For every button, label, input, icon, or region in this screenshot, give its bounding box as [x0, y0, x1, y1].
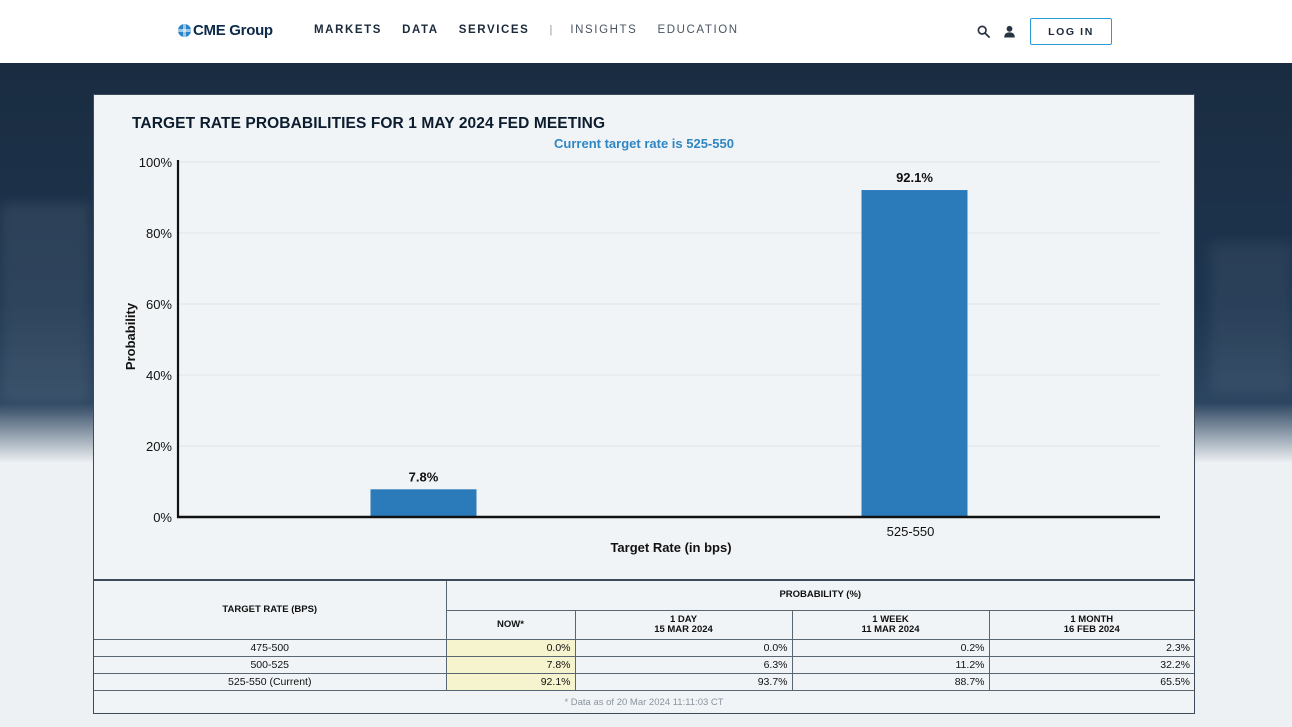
probability-table: TARGET RATE (BPS) PROBABILITY (%) NOW* 1…	[94, 581, 1195, 715]
search-icon[interactable]	[977, 25, 990, 38]
y-tick-label: 0%	[153, 510, 172, 525]
now-cell: 0.0%	[445, 638, 576, 657]
rate-cell: 500-525	[94, 655, 447, 674]
cme-group-logo[interactable]: CME Group	[178, 21, 273, 39]
one-day-cell: 6.3%	[574, 655, 793, 674]
col-1month-date: 16 FEB 2024	[1063, 623, 1120, 635]
col-1week-label: 1 WEEK	[872, 613, 909, 625]
nav-insights[interactable]: INSIGHTS	[570, 24, 638, 36]
one-month-cell: 65.5%	[988, 672, 1195, 691]
one-week-cell: 0.2%	[791, 638, 990, 657]
table-row: 500-525 7.8% 6.3% 11.2% 32.2%	[94, 655, 1195, 674]
probability-table-container: TARGET RATE (BPS) PROBABILITY (%) NOW* 1…	[94, 579, 1195, 715]
hero-blur-shape	[0, 203, 90, 403]
bar-500-525[interactable]	[370, 489, 477, 517]
y-tick-label: 20%	[146, 439, 172, 454]
x-axis-label: Target Rate (in bps)	[610, 540, 731, 555]
now-cell: 92.1%	[445, 672, 576, 691]
top-navigation-bar: CME Group MARKETS DATA SERVICES | INSIGH…	[0, 0, 1292, 63]
table-row: 475-500 0.0% 0.0% 0.2% 2.3%	[94, 638, 1195, 657]
y-axis-label: Probability	[123, 302, 138, 370]
one-week-cell: 11.2%	[791, 655, 990, 674]
chart-title: TARGET RATE PROBABILITIES FOR 1 MAY 2024…	[132, 115, 606, 132]
hero-blur-shape	[1210, 243, 1292, 393]
bar-525-550[interactable]	[861, 190, 968, 518]
globe-icon	[178, 23, 191, 37]
y-tick-label: 40%	[146, 368, 172, 383]
one-day-cell: 0.0%	[574, 638, 793, 657]
col-now-header: NOW*	[446, 609, 576, 640]
col-1month-label: 1 MONTH	[1070, 613, 1114, 625]
probability-header: PROBABILITY (%)	[445, 581, 1195, 611]
rate-cell: 525-550 (Current)	[94, 672, 447, 691]
rate-cell: 475-500	[94, 638, 447, 657]
col-1day-label: 1 DAY	[669, 613, 698, 625]
col-1week-date: 11 MAR 2024	[861, 623, 920, 635]
one-month-cell: 32.2%	[988, 655, 1195, 674]
fedwatch-panel: TARGET RATE PROBABILITIES FOR 1 MAY 2024…	[93, 94, 1195, 715]
nav-education[interactable]: EDUCATION	[657, 24, 739, 36]
nav-markets[interactable]: MARKETS	[314, 24, 383, 36]
one-month-cell: 2.3%	[988, 638, 1195, 657]
x-tick-label: 525-550	[887, 524, 935, 539]
one-day-cell: 93.7%	[574, 672, 793, 691]
one-week-cell: 88.7%	[791, 672, 990, 691]
login-button[interactable]: LOG IN	[1030, 18, 1112, 45]
nav-services[interactable]: SERVICES	[458, 24, 530, 36]
col-1week-header: 1 WEEK 11 MAR 2024	[791, 609, 990, 640]
data-timestamp-note: * Data as of 20 Mar 2024 11:11:03 CT	[94, 689, 1195, 715]
nav-data[interactable]: DATA	[402, 24, 439, 36]
bar-data-label: 92.1%	[896, 170, 933, 185]
y-tick-label: 100%	[139, 155, 173, 170]
bar-data-label: 7.8%	[409, 469, 439, 484]
table-row: 525-550 (Current) 92.1% 93.7% 88.7% 65.5…	[94, 672, 1195, 691]
target-rate-header: TARGET RATE (BPS)	[94, 581, 447, 640]
chart-subtitle: Current target rate is 525-550	[554, 136, 734, 151]
nav-separator: |	[549, 24, 553, 36]
main-nav: MARKETS DATA SERVICES | INSIGHTS EDUCATI…	[314, 24, 759, 36]
user-icon[interactable]	[1003, 25, 1016, 38]
col-1day-date: 15 MAR 2024	[654, 623, 713, 635]
y-tick-label: 80%	[146, 226, 172, 241]
col-1day-header: 1 DAY 15 MAR 2024	[574, 609, 793, 640]
col-now-label: NOW*	[497, 618, 524, 630]
y-tick-label: 60%	[146, 297, 172, 312]
now-cell: 7.8%	[445, 655, 576, 674]
target-rate-bar-chart: 0% 20% 40% 60% 80% 100% 7.8% 92.1% 525-550 Proba…	[123, 155, 1160, 555]
col-1month-header: 1 MONTH 16 FEB 2024	[988, 609, 1195, 640]
logo-text: CME Group	[193, 21, 273, 39]
